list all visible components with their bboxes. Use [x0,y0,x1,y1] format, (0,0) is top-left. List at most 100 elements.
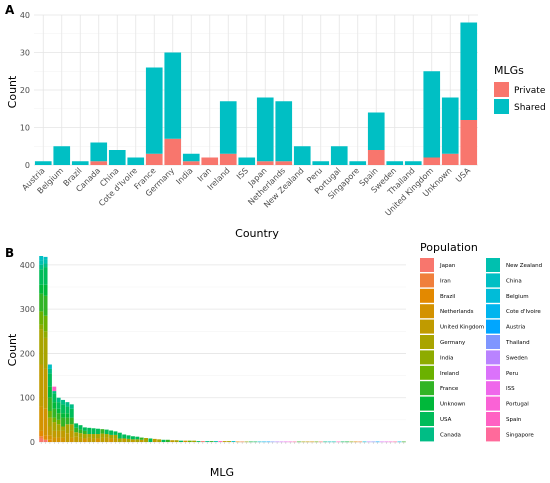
mlg-bar-segment-germany [157,439,162,442]
mlg-bar-segment-netherlands [61,437,65,442]
bar-shared-spain [367,112,385,150]
mlg-bar-segment-usa [126,435,131,439]
mlg-bar-segment-austria [375,441,380,443]
bar-shared-germany [164,52,182,139]
panel-b-legend: Population Japan Iran Brazil Netherlands Uni… [420,241,542,442]
panel-a-y-axis-title: Count [6,75,19,108]
mlg-bar-segment-germany [109,434,114,439]
legend-label-thailand: Thailand [505,340,530,346]
mlg-bar-segment-japan [200,441,205,442]
mlg-bar-segment-canada [47,368,52,374]
mlg-bar-segment-brazil [47,439,52,442]
panel-a-legend: MLGs Private Shared [494,64,546,114]
bar-private-japan [256,161,274,165]
legend-swatch-germany [420,335,434,349]
mlg-bar-segment-france [39,293,44,312]
panel-a-bars [34,22,478,165]
mlg-bar-segment-brazil [39,430,44,437]
mlg-bar-segment-netherlands [39,406,44,431]
y-tick-label: 100 [20,394,35,403]
mlg-bar-segment-ireland [314,441,319,443]
mlg-bar-segment-brazil [235,441,240,443]
mlg-bar-segment-france [401,441,406,443]
mlg-bar-segment-united-kingdom [100,437,105,442]
legend-label-singapore: Singapore [506,432,534,438]
mlg-bar-segment-ireland [56,419,61,425]
panel-b-y-ticks: 0 100 200 300 400 [20,261,35,447]
legend-label-austria: Austria [506,325,525,331]
mlg-bar-segment-united-kingdom [43,368,48,409]
panel-b-label: B [5,246,14,260]
legend-label-canada: Canada [440,432,461,438]
mlg-bar-segment-usa [52,393,57,403]
legend-label-belgium: Belgium [506,294,529,300]
mlg-bar-segment-canada [52,391,57,394]
mlg-bar-segment-usa [117,432,122,439]
mlg-bar-segment-japan [318,441,323,443]
mlg-bar-segment-france [65,417,70,425]
mlg-bar-segment-canada [323,441,328,443]
panel-b: B 0 100 200 300 400 Count MLG Population Jap… [5,241,542,479]
mlg-bar-segment-netherlands [82,438,87,442]
bar-private-spain [367,150,385,165]
mlg-bar-segment-china [39,256,44,261]
panel-b-legend-title: Population [420,241,478,254]
mlg-bar-segment-peru [380,441,384,443]
legend-swatch-new-zealand [486,258,500,272]
mlg-bar-segment-netherlands [109,438,114,442]
mlg-bar-segment-iran [240,441,245,443]
panel-a-legend-title: MLGs [494,64,524,77]
mlg-bar-segment-netherlands [56,437,61,442]
mlg-bar-segment-new-zealand [331,441,336,443]
legend-swatch-portugal [486,396,500,411]
mlg-bar-segment-united-kingdom [56,430,61,438]
mlg-bar-segment-netherlands [43,408,48,436]
mlg-bar-segment-cote-d-ivoire [397,441,402,443]
mlg-bar-segment-new-zealand [213,441,218,442]
mlg-bar-segment-germany [91,434,96,439]
legend-swatch-brazil [420,288,434,303]
mlg-bar-segment-france [61,417,65,427]
legend-label-peru: Peru [506,371,518,377]
legend-swatch-sweden [486,350,500,365]
legend-label-cote-d-ivoire: Cote d'Ivoire [506,309,541,315]
legend-label-usa: USA [440,417,452,423]
legend-swatch-canada [420,427,434,442]
mlg-bar-segment-singapore [292,441,297,443]
mlg-bar-segment-netherlands [183,440,188,442]
mlg-bar-segment-unknown [39,284,44,294]
bar-shared-ireland [219,101,237,154]
mlg-bar-segment-germany [39,329,44,365]
y-tick-label: 0 [25,161,30,170]
mlg-bar-segment-new-zealand [39,260,44,265]
legend-swatch-india [420,350,434,365]
bar-shared-portugal [330,146,348,165]
mlg-bar-segment-unknown [56,408,61,414]
mlg-bar-segment-usa [56,402,61,409]
y-tick-label: 0 [30,438,35,447]
mlg-bar-segment-united-kingdom [104,437,109,442]
mlg-bar-segment-belgium [362,441,367,443]
mlg-bar-segment-usa [82,427,87,431]
bar-shared-sweden [386,161,404,165]
mlg-bar-segment-germany [117,438,122,442]
mlg-bar-segment-new-zealand [43,259,48,264]
mlg-bar-segment-japan [43,439,48,442]
mlg-bar-segment-france [78,429,83,434]
mlg-bar-segment-germany [52,422,57,431]
bar-shared-france [145,67,163,154]
bar-private-usa [460,120,478,165]
mlg-bar-segment-france [69,417,74,425]
mlg-bar-segment-usa [69,408,74,418]
mlg-bar-segment-india [43,331,48,338]
mlg-bar-segment-united-kingdom [152,438,157,442]
bar-shared-japan [256,97,274,162]
mlg-bar-segment-united-kingdom [122,438,127,442]
legend-swatch-iran [420,273,434,288]
mlg-bar-segment-brazil [353,441,358,443]
mlg-bar-segment-germany [135,439,140,442]
bar-private-unknown [441,153,459,165]
mlg-bar-segment-germany [65,424,70,434]
panel-b-grid [39,264,406,443]
mlg-bar-segment-thailand [270,441,275,443]
